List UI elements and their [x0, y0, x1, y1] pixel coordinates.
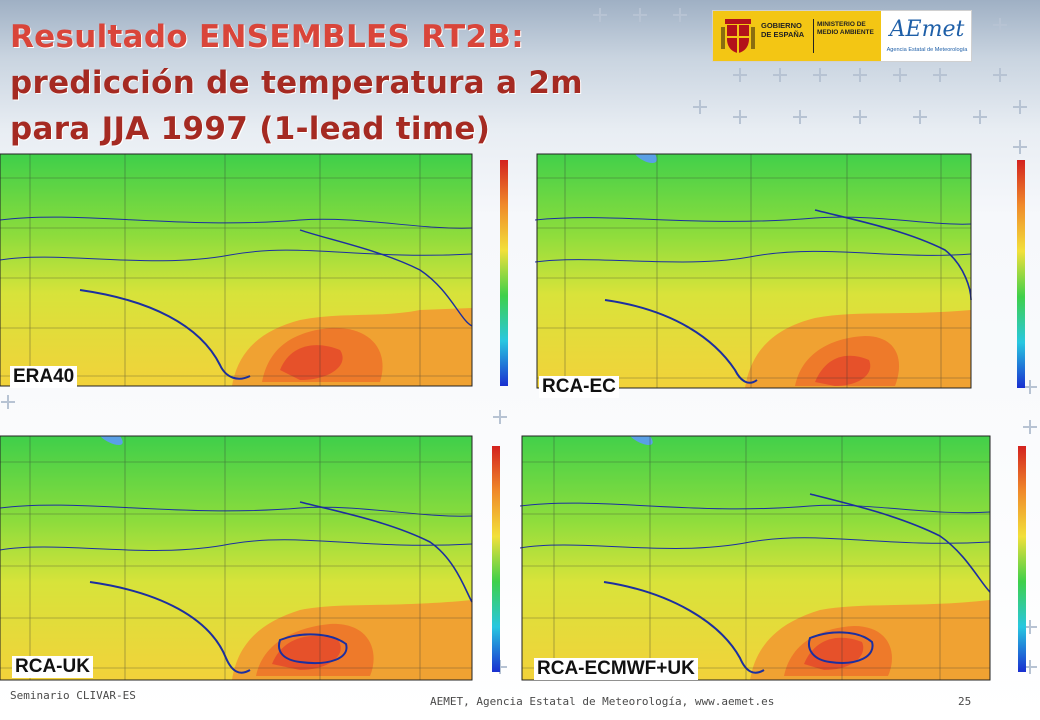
title-line-2: predicción de temperatura a 2m: [10, 65, 583, 101]
map-panel-rca-ecmwf-uk: RCA-ECMWF+UK: [520, 432, 1035, 682]
title-line-3: para JJA 1997 (1-lead time): [10, 111, 491, 147]
map-panel-rca-ec: RCA-EC: [535, 150, 1035, 400]
page-number: 25: [958, 695, 972, 708]
government-label: GOBIERNO DE ESPAÑA: [761, 21, 805, 39]
logos-banner: GOBIERNO DE ESPAÑA MINISTERIO DE MEDIO A…: [712, 10, 972, 62]
slide-title: Resultado ENSEMBLES RT2B: predicción de …: [10, 14, 700, 152]
aemet-logo-name: AEmet: [889, 17, 965, 42]
ministry-label: MINISTERIO DE MEDIO AMBIENTE: [817, 21, 874, 36]
map-panel-rca-uk: RCA-UK: [0, 432, 515, 682]
aemet-logo-subtitle: Agencia Estatal de Meteorología: [886, 47, 968, 53]
map-panel-era40: ERA40: [0, 150, 515, 398]
temperature-map-rca-uk: [0, 435, 500, 681]
logo-divider: [813, 19, 814, 53]
panel-label-rca-ec: RCA-EC: [539, 376, 619, 398]
title-line-1: Resultado ENSEMBLES RT2B:: [10, 19, 524, 55]
government-logo: GOBIERNO DE ESPAÑA MINISTERIO DE MEDIO A…: [713, 11, 881, 61]
coat-of-arms-icon: [721, 19, 755, 53]
temperature-map-era40: [0, 153, 508, 387]
aemet-logo: AEmet Agencia Estatal de Meteorología: [883, 11, 971, 61]
temperature-map-rca-ecmwf-uk: [520, 435, 1026, 681]
temperature-map-rca-ec: [535, 153, 1025, 389]
footer-seminar: Seminario CLIVAR-ES: [10, 689, 136, 702]
panel-label-rca-ecmwf-uk: RCA-ECMWF+UK: [534, 658, 698, 680]
panel-label-rca-uk: RCA-UK: [12, 656, 93, 678]
panel-label-era40: ERA40: [10, 366, 78, 388]
footer-organization: AEMET, Agencia Estatal de Meteorología, …: [430, 695, 775, 708]
